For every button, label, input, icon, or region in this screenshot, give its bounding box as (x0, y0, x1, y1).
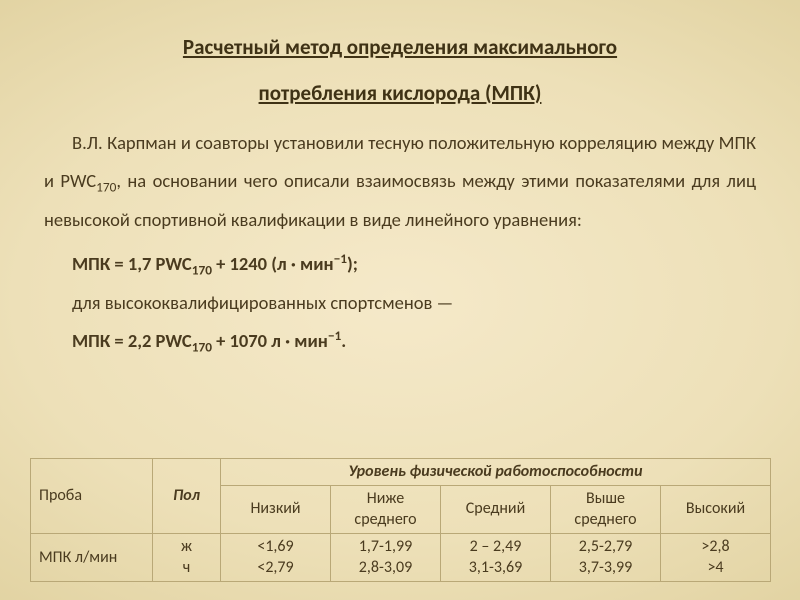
row-sex: ж ч (153, 533, 221, 581)
pwc-sub-170: 170 (96, 179, 116, 196)
formula1-sub: 170 (192, 262, 212, 279)
slide-title: Расчетный метод определения максимальног… (44, 24, 756, 116)
level-high: Высокий (661, 485, 771, 533)
formula1-mid: + 1240 (л · мин (212, 252, 334, 275)
performance-table: Проба Пол Уровень физической работоспосо… (30, 458, 771, 582)
formula1-sup: −1 (334, 250, 347, 267)
table-data-row: МПК л/мин ж ч <1,69 <2,79 1,7-1,99 2,8-3… (31, 533, 771, 581)
paragraph-part-2: , на основании чего описали взаимосвязь … (44, 169, 756, 231)
col-pol: Пол (153, 459, 221, 534)
formula2-sup: −1 (328, 327, 341, 344)
row-label: МПК л/мин (31, 533, 153, 581)
intro-paragraph: В.Л. Карпман и соавторы установили тесну… (44, 124, 756, 239)
title-line-1: Расчетный метод определения максимальног… (183, 34, 617, 60)
between-line: для высококвалифицированных спортсменов … (44, 284, 756, 322)
cell-above-avg: 2,5-2,79 3,7-3,99 (551, 533, 661, 581)
level-below-avg: Ниже среднего (331, 485, 441, 533)
formula1-prefix: МПК = 1,7 PWC (72, 252, 192, 275)
performance-table-wrap: Проба Пол Уровень физической работоспосо… (0, 458, 800, 582)
level-low: Низкий (221, 485, 331, 533)
formula1-end: ); (347, 252, 358, 275)
cell-low: <1,69 <2,79 (221, 533, 331, 581)
between-text: для высококвалифицированных спортсменов … (72, 291, 453, 314)
col-proba: Проба (31, 459, 153, 534)
col-group-title: Уровень физической работоспособности (221, 459, 771, 486)
formula2-end: . (341, 329, 346, 352)
cell-high: >2,8 >4 (661, 533, 771, 581)
title-line-2: потребления кислорода (МПК) (259, 80, 542, 106)
cell-avg: 2 – 2,49 3,1-3,69 (441, 533, 551, 581)
formula-1: МПК = 1,7 PWC170 + 1240 (л · мин−1); (44, 245, 756, 284)
table-header-row-1: Проба Пол Уровень физической работоспосо… (31, 459, 771, 486)
formula2-mid: + 1070 л · мин (212, 329, 328, 352)
level-avg: Средний (441, 485, 551, 533)
formula-2: МПК = 2,2 PWC170 + 1070 л · мин−1. (44, 322, 756, 361)
level-above-avg: Выше среднего (551, 485, 661, 533)
cell-below-avg: 1,7-1,99 2,8-3,09 (331, 533, 441, 581)
formula2-sub: 170 (192, 339, 212, 356)
formula2-prefix: МПК = 2,2 PWC (72, 329, 192, 352)
